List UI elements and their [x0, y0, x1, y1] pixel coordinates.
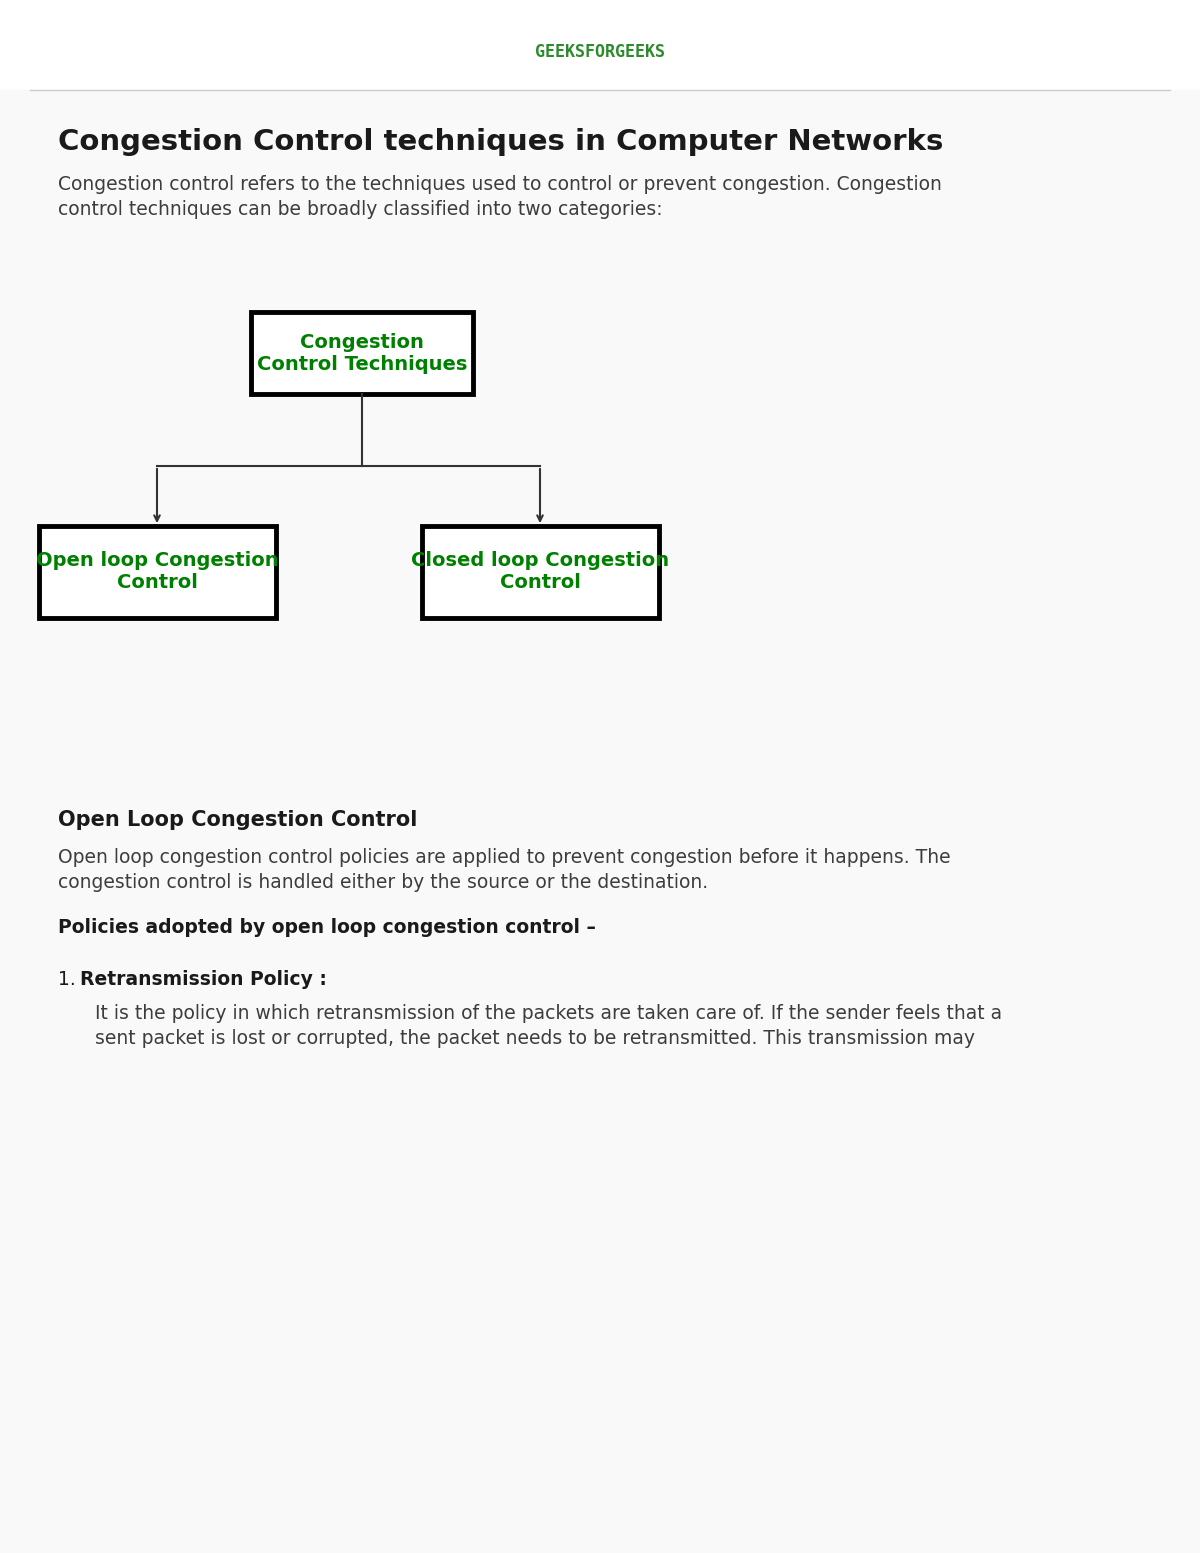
FancyBboxPatch shape: [38, 526, 276, 618]
Text: GEEKSFORGEEKS: GEEKSFORGEEKS: [535, 43, 665, 61]
FancyBboxPatch shape: [251, 312, 473, 394]
Text: Closed loop Congestion
Control: Closed loop Congestion Control: [410, 551, 670, 593]
Text: Congestion
Control Techniques: Congestion Control Techniques: [257, 332, 467, 374]
Text: Open Loop Congestion Control: Open Loop Congestion Control: [58, 811, 418, 829]
Text: congestion control is handled either by the source or the destination.: congestion control is handled either by …: [58, 873, 708, 891]
Text: Retransmission Policy :: Retransmission Policy :: [80, 971, 326, 989]
Bar: [0, 0, 1200, 90]
Text: Open loop Congestion
Control: Open loop Congestion Control: [36, 551, 278, 593]
Text: Congestion control refers to the techniques used to control or prevent congestio: Congestion control refers to the techniq…: [58, 175, 942, 194]
Text: Open loop congestion control policies are applied to prevent congestion before i: Open loop congestion control policies ar…: [58, 848, 950, 867]
Text: control techniques can be broadly classified into two categories:: control techniques can be broadly classi…: [58, 200, 662, 219]
Text: Policies adopted by open loop congestion control –: Policies adopted by open loop congestion…: [58, 918, 596, 936]
FancyBboxPatch shape: [421, 526, 659, 618]
Text: 1.: 1.: [58, 971, 82, 989]
Text: It is the policy in which retransmission of the packets are taken care of. If th: It is the policy in which retransmission…: [95, 1003, 1002, 1023]
Text: sent packet is lost or corrupted, the packet needs to be retransmitted. This tra: sent packet is lost or corrupted, the pa…: [95, 1030, 974, 1048]
Text: Congestion Control techniques in Computer Networks: Congestion Control techniques in Compute…: [58, 127, 943, 155]
